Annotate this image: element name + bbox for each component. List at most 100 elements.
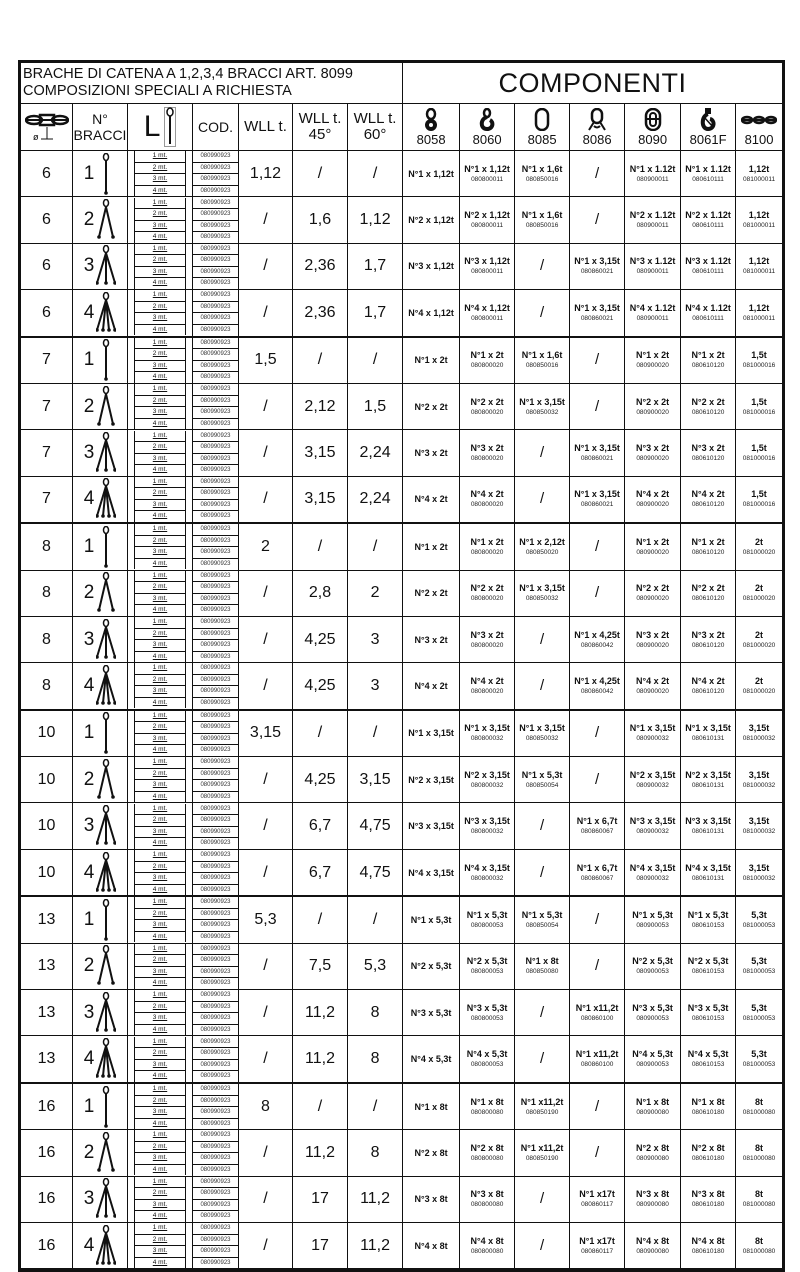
- component-spec: /: [595, 211, 600, 229]
- table-row: 16 3 1 mt. 2 mt. 3 mt. 4 mt. 080990923 08099092…: [20, 1175, 783, 1223]
- component-article-code: 080610120: [691, 548, 725, 556]
- length-option: 3 mt.: [134, 733, 186, 746]
- chain-diameter: 13: [20, 895, 73, 944]
- component-article-code: 080850080: [525, 968, 559, 976]
- component-article-code: 080800053: [470, 921, 504, 929]
- component-8086: /: [569, 1082, 626, 1131]
- component-header-8060: 8060: [459, 103, 516, 151]
- leg-count-value: 1: [83, 1095, 95, 1117]
- component-spec: N°1 x 2t: [414, 541, 448, 552]
- chain-diameter: 16: [20, 1175, 73, 1223]
- component-8086: /: [569, 569, 626, 617]
- component-article-code: 080850016: [525, 222, 559, 230]
- length-option: 1 mt.: [134, 290, 186, 302]
- length-code: 080990923: [193, 617, 238, 629]
- component-8090: N°3 x 3,15t 080900032: [624, 802, 682, 850]
- component-spec: /: [540, 490, 545, 508]
- component-article-code: 081000020: [742, 641, 776, 649]
- component-spec: N°3 x 5,3t: [687, 1002, 729, 1013]
- component-article-code: 081000053: [742, 968, 776, 976]
- component-spec: N°1 x 5,3t: [632, 909, 673, 920]
- length-code: 080990923: [200, 886, 231, 893]
- length-code: 080990923: [193, 477, 238, 489]
- length-code: 080990923: [200, 467, 231, 474]
- component-spec: N°2 x 3,15t: [685, 769, 731, 780]
- length-codes: 080990923 080990923 080990923 080990923: [192, 569, 239, 617]
- component-8060: N°2 x 5,3t 080800053: [459, 942, 516, 991]
- component-spec: 1,5t: [751, 350, 767, 361]
- wll-60-value: /: [346, 1082, 404, 1131]
- component-8085: /: [514, 1175, 571, 1223]
- leg-count-value: 4: [83, 861, 95, 883]
- component-spec: N°1 x 8t: [414, 1101, 448, 1112]
- component-article-code: 080610153: [691, 968, 725, 976]
- document-title: BRACHE DI CATENA A 1,2,3,4 BRACCI ART. 8…: [19, 62, 404, 104]
- length-option: 1 mt.: [134, 337, 186, 350]
- sling-3-leg-icon: [95, 618, 118, 659]
- length-option: 1 mt.: [134, 151, 186, 163]
- component-spec: N°1 x11,2t: [520, 1096, 564, 1107]
- component-spec: N°4 x 5,3t: [632, 1049, 673, 1060]
- component-8100: 5,3t 081000053: [735, 942, 783, 991]
- sling-2-leg-icon: [97, 571, 116, 613]
- length-option: 4 mt.: [134, 232, 186, 243]
- component-article-code: 080900011: [636, 175, 669, 183]
- length-code: 080990923: [193, 804, 238, 816]
- wll-60-label: WLL t.: [353, 110, 397, 127]
- component-spec: /: [595, 537, 600, 555]
- sling-3-leg-icon: [95, 245, 118, 286]
- component-8100: 2t 081000020: [735, 522, 783, 571]
- component-spec: N°4 x 2t: [470, 675, 504, 686]
- component-8090: N°1 x 5,3t 080900053: [624, 895, 682, 944]
- wll-45-value: 1,6: [292, 196, 348, 244]
- component-8086: /: [569, 709, 626, 758]
- component-8100: 2t 081000020: [735, 662, 783, 711]
- component-article-code: 080800020: [470, 455, 504, 463]
- component-8090: N°4 x 2t 080900020: [624, 475, 682, 525]
- length-option: 3 mt.: [134, 1013, 186, 1025]
- length-option: 1 mt.: [134, 1177, 186, 1189]
- component-article-code: 080900020: [636, 455, 669, 463]
- length-option: 1 mt.: [134, 477, 186, 489]
- component-8085: /: [514, 289, 571, 338]
- component-article-code: 080610180: [691, 1154, 725, 1162]
- length-code: 080990923: [193, 1002, 238, 1014]
- length-code: 080990923: [193, 850, 238, 862]
- length-code: 080990923: [193, 349, 238, 361]
- oval-link-icon: [534, 108, 550, 131]
- component-spec: N°1 x17t: [579, 1189, 615, 1200]
- table-row: 13 4 1 mt. 2 mt. 3 mt. 4 mt. 080990923 08099092…: [20, 1035, 783, 1084]
- component-spec: /: [595, 164, 600, 182]
- component-spec: /: [540, 1236, 545, 1254]
- length-option: 4 mt.: [134, 978, 186, 989]
- length-code: 080990923: [193, 244, 238, 256]
- wll-45-value: 4,25: [292, 615, 348, 664]
- length-code: 080990923: [193, 991, 238, 1002]
- component-spec: 2t: [755, 629, 764, 640]
- leg-count-value: 4: [83, 1048, 95, 1070]
- leg-count-value: 1: [83, 349, 95, 371]
- component-article-code: 081000053: [742, 1061, 776, 1069]
- length-code: 080990923: [200, 187, 231, 194]
- component-8061F: N°4 x 5,3t 080610153: [680, 1035, 737, 1084]
- length-codes: 080990923 080990923 080990923 080990923: [192, 662, 239, 711]
- component-article-code: 080860021: [580, 501, 614, 509]
- component-spec: N°2 x 1,12t: [408, 215, 454, 226]
- component-article-code: 081000020: [742, 687, 776, 695]
- component-article-code: 080850054: [525, 781, 559, 789]
- leg-count: 2: [72, 382, 128, 431]
- sling-3-leg-icon: [95, 804, 118, 845]
- leg-count-value: 2: [83, 1141, 95, 1163]
- component-8058: N°1 x 1,12t: [402, 149, 461, 198]
- wll-value: /: [238, 429, 293, 477]
- component-8090: N°3 x 2t 080900020: [624, 429, 682, 477]
- length-codes: 080990923 080990923 080990923 080990923: [192, 1082, 239, 1131]
- component-article-code: 081000016: [742, 455, 776, 463]
- wll-value: /: [238, 756, 293, 804]
- component-article-code: 080800080: [470, 1201, 504, 1209]
- leg-count: 4: [72, 1035, 128, 1084]
- length-code: 080990923: [193, 571, 238, 583]
